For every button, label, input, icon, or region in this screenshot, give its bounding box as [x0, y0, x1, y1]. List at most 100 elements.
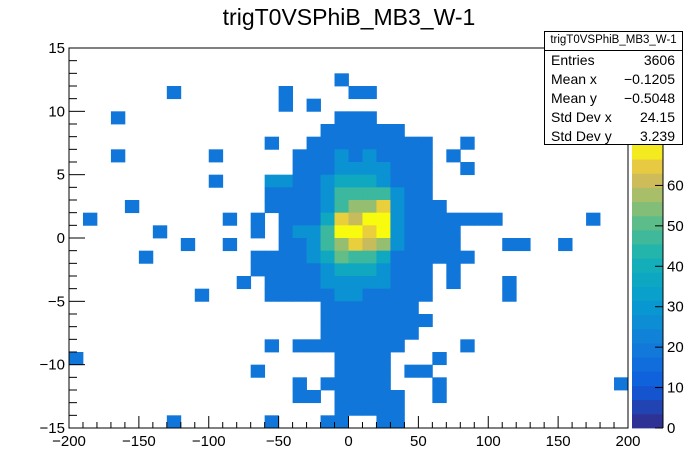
- colorbar-segment: [632, 300, 663, 316]
- heatmap-cell: [376, 124, 391, 138]
- heatmap-cell: [376, 149, 391, 163]
- heatmap-cell: [264, 250, 280, 264]
- heatmap-cell: [348, 288, 363, 302]
- heatmap-cell: [334, 225, 349, 239]
- heatmap-cell: [292, 212, 307, 226]
- heatmap-cell: [348, 364, 363, 378]
- heatmap-cell: [264, 288, 280, 302]
- x-tick-label: 100: [476, 433, 501, 450]
- heatmap-cell: [418, 149, 433, 163]
- heatmap-cell: [390, 402, 405, 416]
- heatmap-cell: [390, 238, 405, 252]
- heatmap-cell: [362, 326, 377, 340]
- heatmap-cell: [418, 212, 433, 226]
- x-tick-label: −150: [122, 433, 156, 450]
- colorbar-segment: [632, 286, 663, 302]
- heatmap-cell: [446, 225, 461, 239]
- heatmap-cell: [320, 377, 335, 391]
- heatmap-cell: [404, 288, 419, 302]
- heatmap-cell: [292, 276, 307, 290]
- heatmap-cell: [376, 402, 391, 416]
- heatmap-cell: [460, 339, 475, 353]
- heatmap-cell: [376, 212, 391, 226]
- heatmap-cell: [278, 225, 294, 239]
- heatmap-cell: [362, 111, 377, 125]
- heatmap-cell: [418, 200, 433, 214]
- colorbar-segment: [632, 343, 663, 358]
- heatmap-cell: [390, 200, 405, 214]
- heatmap-cell: [418, 238, 433, 252]
- heatmap-cell: [306, 187, 321, 201]
- heatmap-cell: [292, 238, 307, 252]
- heatmap-cell: [390, 415, 405, 429]
- heatmap-cell: [446, 238, 461, 252]
- heatmap-cell: [306, 212, 321, 226]
- heatmap-cell: [376, 326, 391, 340]
- heatmap-cell: [432, 225, 447, 239]
- heatmap-cell: [278, 238, 294, 252]
- heatmap-cell: [292, 263, 307, 277]
- heatmap-cell: [390, 174, 405, 188]
- heatmap-cell: [306, 162, 321, 176]
- heatmap-cell: [348, 263, 363, 277]
- heatmap-cell: [320, 174, 335, 188]
- heatmap-cell: [376, 263, 391, 277]
- heatmap-cell: [446, 149, 461, 163]
- heatmap-cell: [376, 339, 391, 353]
- x-tick-label: −50: [266, 433, 291, 450]
- heatmap-cell: [348, 238, 363, 252]
- heatmap-cell: [376, 314, 391, 328]
- heatmap-cell: [362, 276, 377, 290]
- heatmap-cell: [390, 149, 405, 163]
- heatmap-cell: [320, 250, 335, 264]
- heatmap-cell: [320, 162, 335, 176]
- heatmap-cell: [334, 212, 349, 226]
- heatmap-cell: [320, 415, 335, 429]
- heatmap-cell: [194, 288, 210, 302]
- heatmap-cell: [376, 377, 391, 391]
- heatmap-cell: [404, 301, 419, 315]
- heatmap-cell: [138, 250, 154, 264]
- heatmap-cell: [474, 212, 489, 226]
- heatmap-cell: [250, 364, 266, 378]
- heatmap-cell: [334, 402, 349, 416]
- colorbar-tick-label: 30: [667, 299, 684, 316]
- heatmap-cell: [502, 276, 517, 290]
- heatmap-cell: [460, 136, 475, 150]
- heatmap-cell: [418, 174, 433, 188]
- heatmap-cell: [558, 238, 573, 252]
- heatmap-cell: [320, 276, 335, 290]
- heatmap-cell: [362, 364, 377, 378]
- colorbar-segment: [632, 272, 663, 287]
- heatmap-cell: [432, 377, 447, 391]
- heatmap-cell: [362, 339, 377, 353]
- heatmap-cell: [390, 263, 405, 277]
- stats-box: trigT0VSPhiB_MB3_W-1 Entries 3606 Mean x…: [544, 31, 683, 145]
- heatmap-cell: [404, 200, 419, 214]
- stats-row-mean-y: Mean y −0.5048: [545, 89, 682, 108]
- x-tick-label: 50: [410, 433, 427, 450]
- heatmap-cell: [432, 238, 447, 252]
- heatmap-cell: [348, 86, 363, 100]
- colorbar-tick-label: 50: [667, 218, 684, 235]
- heatmap-cell: [334, 377, 349, 391]
- heatmap-cell: [306, 136, 321, 150]
- stats-row-mean-x: Mean x −0.1205: [545, 70, 682, 89]
- axes: −200 −150 −100 −50 0 50 100 150 200−15−10−505101…: [40, 40, 641, 450]
- heatmap-cell: [348, 225, 363, 239]
- colorbar-tick-label: 10: [667, 380, 684, 397]
- heatmap-cell: [292, 390, 307, 404]
- heatmap-cell: [432, 390, 447, 404]
- heatmap-cell: [306, 200, 321, 214]
- heatmap-cell: [278, 263, 294, 277]
- heatmap-cell: [432, 200, 447, 214]
- heatmap-cell: [502, 288, 517, 302]
- stats-value: 24.15: [639, 109, 675, 125]
- heatmap-cell: [222, 212, 238, 226]
- heatmap-cell: [446, 212, 461, 226]
- heatmap-cell: [362, 187, 377, 201]
- heatmap-cell: [306, 174, 321, 188]
- colorbar-segment: [632, 413, 663, 429]
- heatmap-cell: [320, 200, 335, 214]
- heatmap-cell: [320, 225, 335, 239]
